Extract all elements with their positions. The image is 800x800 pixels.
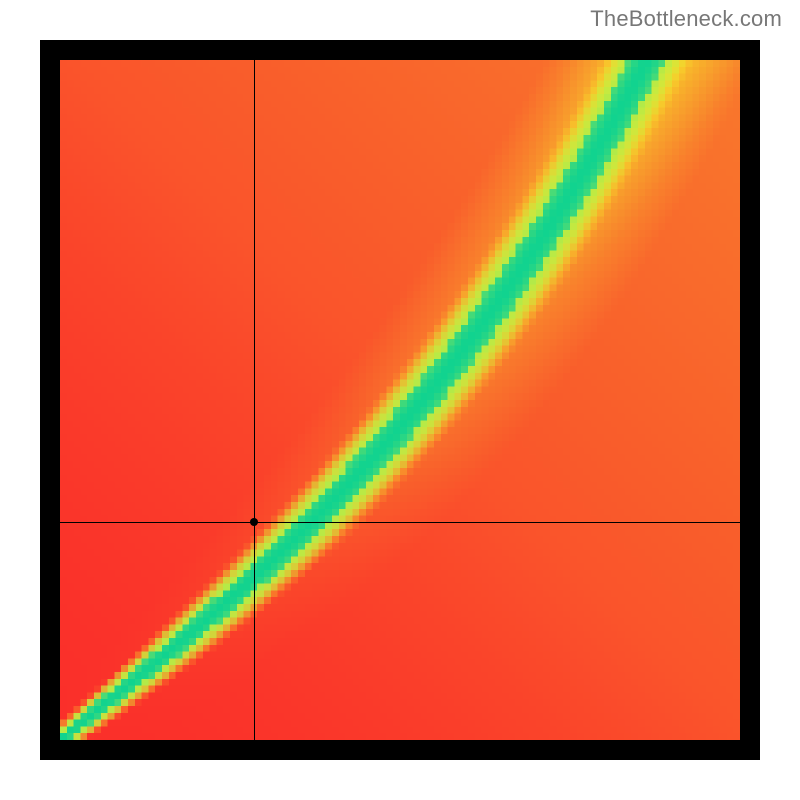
crosshair-marker-dot — [250, 518, 258, 526]
watermark-text: TheBottleneck.com — [590, 6, 782, 32]
crosshair-vertical — [254, 60, 255, 740]
plot-inner — [60, 60, 740, 740]
crosshair-horizontal — [60, 522, 740, 523]
bottleneck-heatmap — [60, 60, 740, 740]
page-root: TheBottleneck.com — [0, 0, 800, 800]
plot-frame — [40, 40, 760, 760]
